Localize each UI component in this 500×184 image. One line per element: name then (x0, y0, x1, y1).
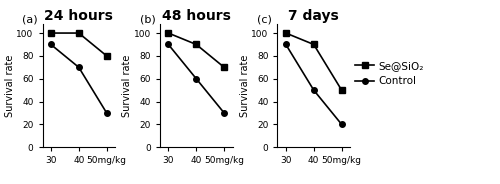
Title: 48 hours: 48 hours (162, 9, 230, 23)
Title: 7 days: 7 days (288, 9, 339, 23)
Text: (a): (a) (22, 14, 38, 24)
Text: (b): (b) (140, 14, 156, 24)
Y-axis label: Survival rate: Survival rate (122, 54, 132, 117)
Legend: Se@SiO₂, Control: Se@SiO₂, Control (355, 61, 424, 86)
Y-axis label: Survival rate: Survival rate (5, 54, 15, 117)
Y-axis label: Survival rate: Survival rate (240, 54, 250, 117)
Text: (c): (c) (257, 14, 272, 24)
Title: 24 hours: 24 hours (44, 9, 113, 23)
